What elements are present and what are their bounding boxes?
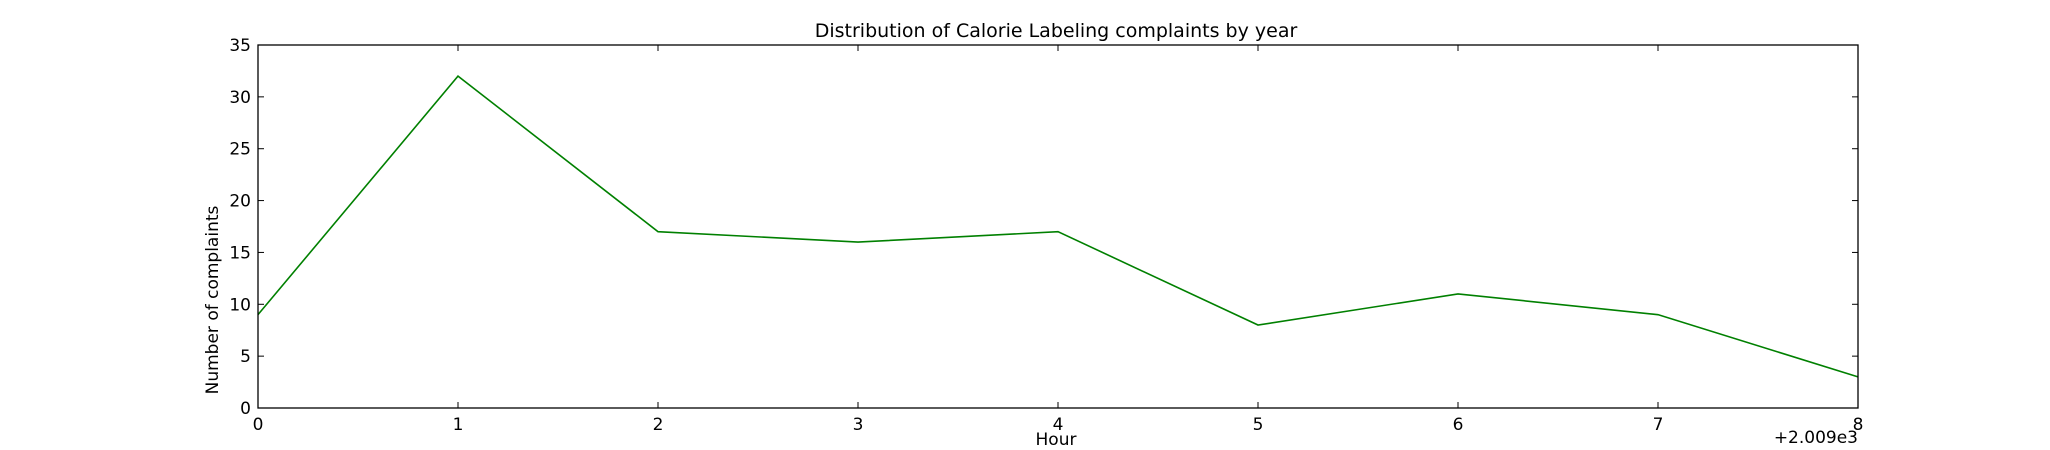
y-tick-label: 35 [229,36,251,56]
y-tick-label: 30 [229,88,251,108]
plot-frame [257,44,1859,409]
y-tick-label: 5 [240,347,251,367]
x-tick-label: 1 [453,415,464,435]
x-tick-label: 7 [1653,415,1664,435]
y-tick-label: 10 [229,295,251,315]
x-tick-label: 5 [1253,415,1264,435]
chart-title: Distribution of Calorie Labeling complai… [815,20,1298,42]
x-tick-label: 8 [1853,415,1864,435]
y-tick-label: 0 [240,399,251,419]
y-tick-label: 20 [229,192,251,212]
x-tick-label: 2 [653,415,664,435]
y-tick-label: 15 [229,243,251,263]
axis-ticks [257,44,1859,409]
x-tick-label: 4 [1053,415,1064,435]
x-offset-label: +2.009e3 [1774,428,1858,448]
x-axis-label: Hour [1036,430,1077,450]
x-tick-label: 6 [1453,415,1464,435]
y-tick-label: 25 [229,140,251,160]
series-group [257,75,1859,378]
series-line [257,75,1859,378]
x-tick-label: 0 [253,415,264,435]
axis-tick-labels: 0 1 2 3 4 5 6 7 8 0 5 10 15 20 25 30 35 [229,36,1863,435]
x-tick-label: 3 [853,415,864,435]
y-axis-label: Number of complaints [203,205,223,394]
